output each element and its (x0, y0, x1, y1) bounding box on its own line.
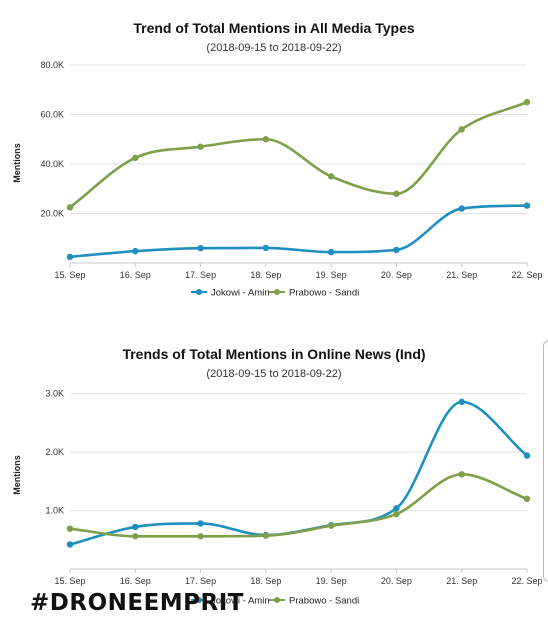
legend-swatch-marker (196, 289, 202, 295)
legend-item-label[interactable]: Prabowo - Sandi (289, 596, 359, 607)
chart-all-media: Trend of Total Mentions in All Media Typ… (0, 0, 548, 310)
chart-online-news: Trends of Total Mentions in Online News … (0, 330, 548, 607)
x-tick-label: 21. Sep (446, 270, 477, 280)
legend-item-label[interactable]: Jokowi - Amin (211, 596, 270, 607)
series-line (69, 204, 528, 259)
data-point[interactable] (327, 522, 335, 529)
x-tick-label: 19. Sep (316, 576, 347, 586)
data-point[interactable] (327, 173, 335, 180)
x-tick-label: 22. Sep (511, 576, 542, 586)
x-tick-label: 15. Sep (54, 576, 85, 586)
data-point[interactable] (197, 520, 204, 527)
data-point[interactable] (523, 202, 531, 209)
data-point[interactable] (262, 244, 270, 252)
legend-item-label[interactable]: Jokowi - Amin (211, 288, 270, 299)
data-point[interactable] (327, 248, 335, 256)
data-point[interactable] (393, 505, 400, 512)
legend-item-label[interactable]: Prabowo - Sandi (289, 288, 359, 299)
data-point[interactable] (66, 253, 74, 261)
x-tick-label: 16. Sep (120, 270, 151, 280)
x-tick-label: 15. Sep (54, 270, 85, 280)
x-tick-label: 21. Sep (446, 576, 477, 586)
data-point[interactable] (458, 126, 465, 133)
y-tick-label: 2.0K (45, 447, 64, 457)
data-point[interactable] (458, 205, 465, 212)
series-line (69, 100, 528, 209)
data-point[interactable] (132, 247, 139, 255)
y-tick-label: 1.0K (45, 506, 64, 516)
data-point[interactable] (523, 452, 531, 459)
legend-swatch-marker (274, 597, 280, 603)
y-tick-label: 80.0K (40, 60, 64, 70)
data-point[interactable] (262, 136, 270, 143)
y-tick-label: 3.0K (45, 389, 64, 399)
y-tick-label: 20.0K (40, 209, 64, 219)
brand-watermark: #DRONEEMPRIT (30, 590, 244, 616)
data-point[interactable] (458, 398, 465, 406)
y-axis-title: Mentions (12, 143, 22, 183)
data-point[interactable] (66, 541, 74, 548)
data-point[interactable] (262, 532, 270, 539)
data-point[interactable] (66, 525, 74, 532)
chart-svg: 20.0K 40.0K 60.0K 80.0K 15. Sep 16. Sep 17. Se… (12, 60, 543, 299)
data-point[interactable] (458, 471, 465, 478)
legend-swatch-marker (274, 289, 280, 295)
data-point[interactable] (393, 510, 400, 518)
series-line (69, 473, 528, 538)
data-point[interactable] (393, 246, 400, 254)
data-point[interactable] (132, 154, 139, 162)
x-tick-label: 18. Sep (250, 270, 281, 280)
data-point[interactable] (393, 190, 400, 197)
data-point[interactable] (132, 523, 139, 531)
x-tick-label: 16. Sep (120, 576, 151, 586)
chart-title: Trend of Total Mentions in All Media Typ… (133, 20, 415, 36)
data-point[interactable] (197, 143, 204, 150)
x-tick-label: 19. Sep (316, 270, 347, 280)
chart-title: Trends of Total Mentions in Online News … (122, 346, 426, 362)
data-point[interactable] (197, 244, 204, 252)
series-line (69, 400, 528, 546)
data-point[interactable] (66, 204, 74, 211)
data-point[interactable] (523, 495, 531, 503)
x-tick-label: 20. Sep (381, 270, 412, 280)
legend-swatch-marker (196, 597, 202, 603)
x-tick-label: 17. Sep (185, 576, 216, 586)
x-tick-label: 18. Sep (250, 576, 281, 586)
chart-subtitle: (2018-09-15 to 2018-09-22) (206, 368, 342, 380)
chart-subtitle: (2018-09-15 to 2018-09-22) (206, 42, 342, 54)
x-tick-label: 22. Sep (511, 270, 542, 280)
data-point[interactable] (523, 98, 531, 106)
y-tick-label: 40.0K (40, 159, 64, 169)
y-tick-label: 60.0K (40, 110, 64, 120)
chart-svg: 1.0K 2.0K 3.0K 15. Sep 16. Sep 17. Sep 18. Sep… (12, 389, 543, 607)
data-point[interactable] (197, 533, 204, 540)
side-panel-edge (543, 340, 548, 582)
x-tick-label: 20. Sep (381, 576, 412, 586)
y-axis-title: Mentions (12, 455, 22, 495)
data-point[interactable] (132, 533, 139, 540)
x-tick-label: 17. Sep (185, 270, 216, 280)
